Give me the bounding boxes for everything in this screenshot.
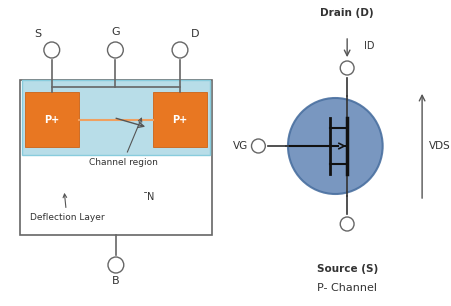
Circle shape xyxy=(108,257,124,273)
Text: D: D xyxy=(190,29,198,39)
Bar xyxy=(20,80,212,235)
Text: VDS: VDS xyxy=(428,141,450,151)
Text: P+: P+ xyxy=(172,114,187,125)
Circle shape xyxy=(44,42,60,58)
Text: Drain (D): Drain (D) xyxy=(320,8,373,18)
Bar xyxy=(22,80,210,155)
Circle shape xyxy=(340,61,353,75)
Circle shape xyxy=(287,98,382,194)
Bar xyxy=(25,92,79,147)
Text: VG: VG xyxy=(233,141,248,151)
Circle shape xyxy=(340,217,353,231)
Bar xyxy=(22,80,210,155)
Text: ̄N: ̄N xyxy=(147,192,155,202)
Text: ID: ID xyxy=(363,41,373,51)
Circle shape xyxy=(251,139,265,153)
Text: P- Channel: P- Channel xyxy=(317,283,376,293)
Text: S: S xyxy=(34,29,41,39)
Circle shape xyxy=(107,42,123,58)
Circle shape xyxy=(172,42,188,58)
Text: Deflection Layer: Deflection Layer xyxy=(29,194,104,222)
Text: G: G xyxy=(111,27,120,37)
Text: Source (S): Source (S) xyxy=(316,264,377,274)
Text: Channel region: Channel region xyxy=(88,118,157,166)
Bar xyxy=(152,92,207,147)
Text: B: B xyxy=(112,276,120,286)
Text: P+: P+ xyxy=(44,114,59,125)
